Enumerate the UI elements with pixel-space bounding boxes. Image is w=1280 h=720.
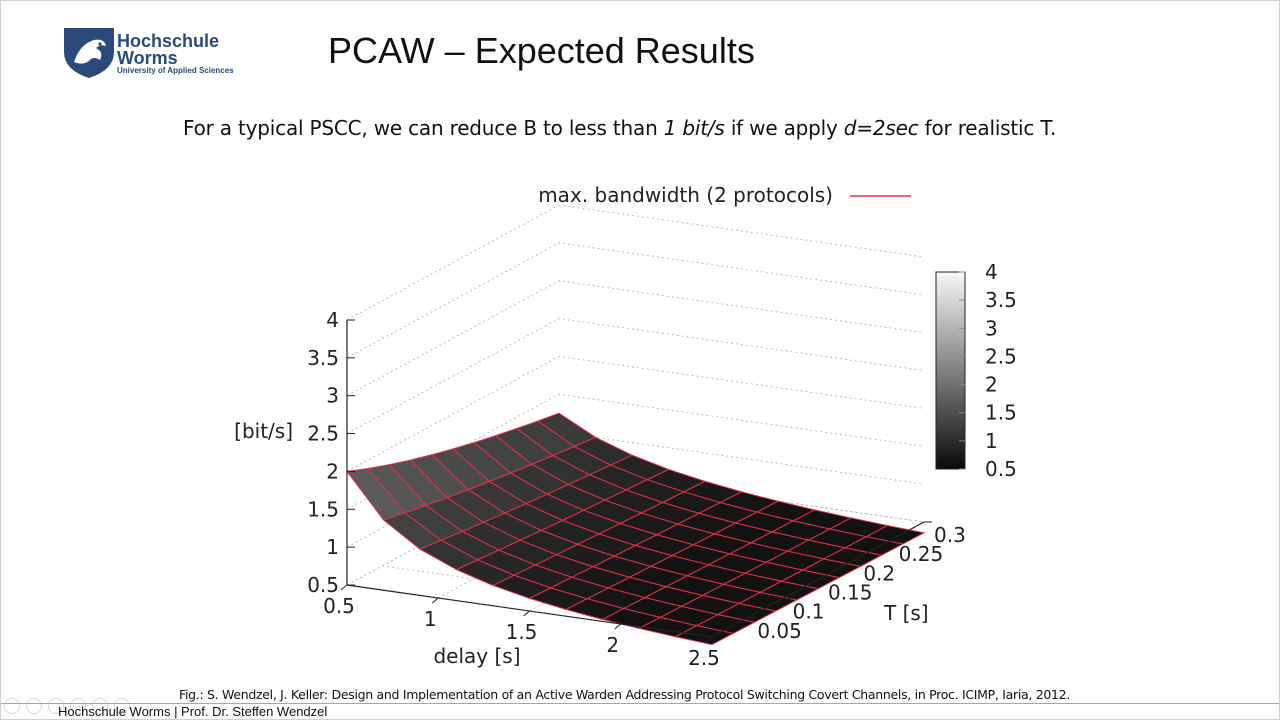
- x-tick-label: 0.5: [323, 594, 355, 618]
- colorbar-tick-label: 1: [985, 429, 998, 453]
- surface-plot: 0.511.522.533.540.511.522.50.050.10.150.…: [234, 183, 1017, 670]
- y-axis-title: T [s]: [883, 601, 929, 625]
- wall-gridline: [346, 318, 925, 435]
- x-tick-mark: [431, 597, 439, 604]
- wall-gridline: [346, 242, 925, 359]
- y-tick-label: 0.3: [934, 523, 966, 547]
- subtitle-text-1: For a typical PSCC, we can reduce B to l…: [183, 116, 664, 140]
- floor-gridline: [382, 565, 748, 619]
- colorbar-tick-label: 3.5: [985, 288, 1017, 312]
- slide-title: PCAW – Expected Results: [328, 30, 755, 71]
- colorbar-tick-label: 3: [985, 316, 998, 340]
- x-tick-mark: [705, 636, 713, 643]
- colorbar-tick-label: 2: [985, 373, 998, 397]
- subtitle-emphasis-2: d=2sec: [843, 116, 919, 140]
- logo-line-1: Hochschule: [117, 31, 220, 51]
- figure-caption: Fig.: S. Wendzel, J. Keller: Design and …: [179, 687, 1070, 702]
- z-tick-label: 2.5: [307, 422, 339, 446]
- footer-text: Hochschule Worms | Prof. Dr. Steffen Wen…: [58, 704, 328, 719]
- footer-divider: [0, 703, 1280, 704]
- wall-gridline: [346, 280, 925, 397]
- legend-label: max. bandwidth (2 protocols): [538, 183, 833, 207]
- play-icon[interactable]: [26, 698, 42, 714]
- wall-gridline: [346, 355, 925, 472]
- z-tick-label: 0.5: [307, 573, 339, 597]
- z-tick-label: 1.5: [307, 497, 339, 521]
- subtitle-emphasis-1: 1 bit/s: [663, 116, 725, 140]
- z-tick-label: 2: [326, 459, 339, 483]
- slides-icon[interactable]: [70, 698, 86, 714]
- y-tick-label: 0.25: [899, 542, 944, 566]
- prev-slide-icon[interactable]: [4, 698, 20, 714]
- y-tick-label: 0.1: [793, 600, 825, 624]
- x-tick-mark: [614, 623, 622, 630]
- hochschule-worms-logo: Hochschule Worms University of Applied S…: [60, 22, 250, 80]
- colorbar-tick-label: 1.5: [985, 401, 1017, 425]
- z-tick-label: 4: [326, 308, 339, 332]
- x-tick-mark: [340, 584, 348, 591]
- y-tick-label: 0.2: [863, 561, 895, 585]
- colorbar-tick-label: 0.5: [985, 457, 1017, 481]
- dragon-shield-icon: [64, 28, 114, 78]
- more-icon[interactable]: [114, 698, 130, 714]
- x-tick-label: 1: [424, 607, 437, 631]
- x-tick-mark: [523, 610, 530, 617]
- y-tick-label: 0.05: [757, 619, 802, 643]
- surface-patch: [674, 625, 735, 646]
- slide-subtitle: For a typical PSCC, we can reduce B to l…: [183, 116, 1056, 140]
- x-axis-title: delay [s]: [433, 644, 520, 668]
- pen-icon[interactable]: [48, 698, 64, 714]
- z-axis-title: [bit/s]: [234, 419, 293, 443]
- subtitle-text-2: if we apply: [724, 116, 844, 140]
- x-tick-label: 1.5: [506, 620, 538, 644]
- z-tick-label: 3.5: [307, 346, 339, 370]
- z-tick-label: 1: [326, 535, 339, 559]
- wall-gridline: [346, 204, 925, 321]
- x-tick-label: 2: [606, 633, 619, 657]
- logo-line-2: Worms: [117, 48, 178, 68]
- slide-nav-controls[interactable]: [4, 698, 174, 716]
- z-tick-label: 3: [326, 384, 339, 408]
- colorbar: [935, 271, 966, 470]
- y-tick-label: 0.15: [828, 581, 873, 605]
- zoom-icon[interactable]: [92, 698, 108, 714]
- colorbar-tick-label: 4: [985, 260, 998, 284]
- logo-line-3: University of Applied Sciences: [117, 66, 234, 75]
- colorbar-tick-label: 2.5: [985, 344, 1017, 368]
- subtitle-text-3: for realistic T.: [918, 116, 1057, 140]
- x-tick-label: 2.5: [688, 646, 720, 670]
